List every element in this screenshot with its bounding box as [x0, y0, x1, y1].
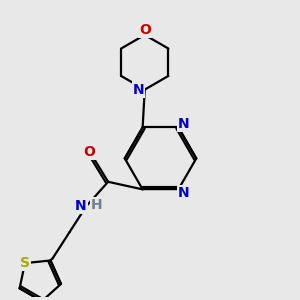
Text: N: N [133, 82, 144, 97]
Text: S: S [20, 256, 30, 270]
Text: H: H [91, 198, 103, 212]
Text: N: N [75, 199, 87, 213]
Text: N: N [178, 117, 189, 131]
Text: O: O [139, 23, 151, 37]
Text: O: O [83, 145, 95, 158]
Text: N: N [178, 186, 189, 200]
